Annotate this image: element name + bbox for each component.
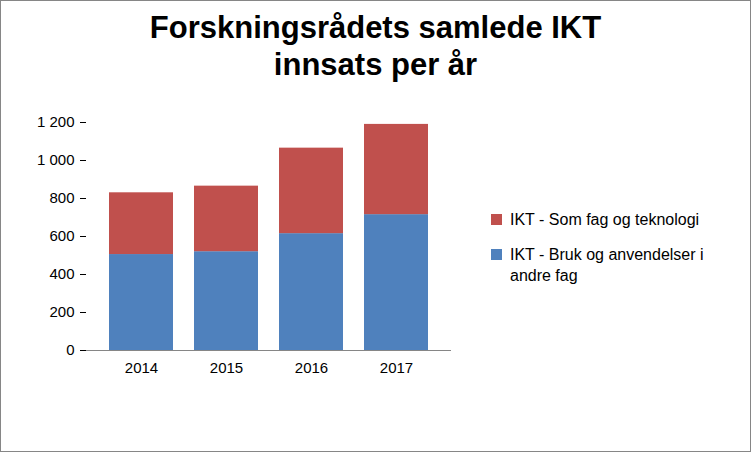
svg-text:1 200: 1 200 <box>37 113 75 130</box>
svg-text:2016: 2016 <box>295 359 328 376</box>
svg-text:200: 200 <box>49 303 74 320</box>
html-text:IKT - Som fag og teknologi: IKT - Som fag og teknologi <box>510 210 700 228</box>
svg-text:600: 600 <box>49 227 74 244</box>
svg-text:0: 0 <box>66 341 74 358</box>
html-text:IKT - Bruk og anvendelser i an: IKT - Bruk og anvendelser i andre fag <box>510 245 704 284</box>
svg-text:2015: 2015 <box>210 359 243 376</box>
html-text:Forskningsrådets samlede IKT i: Forskningsrådets samlede IKT innsats per… <box>149 10 602 82</box>
svg-text:2017: 2017 <box>380 359 413 376</box>
svg-text:1 000: 1 000 <box>37 151 75 168</box>
svg-text:800: 800 <box>49 189 74 206</box>
svg-text:400: 400 <box>49 265 74 282</box>
svg-text:2014: 2014 <box>125 359 158 376</box>
